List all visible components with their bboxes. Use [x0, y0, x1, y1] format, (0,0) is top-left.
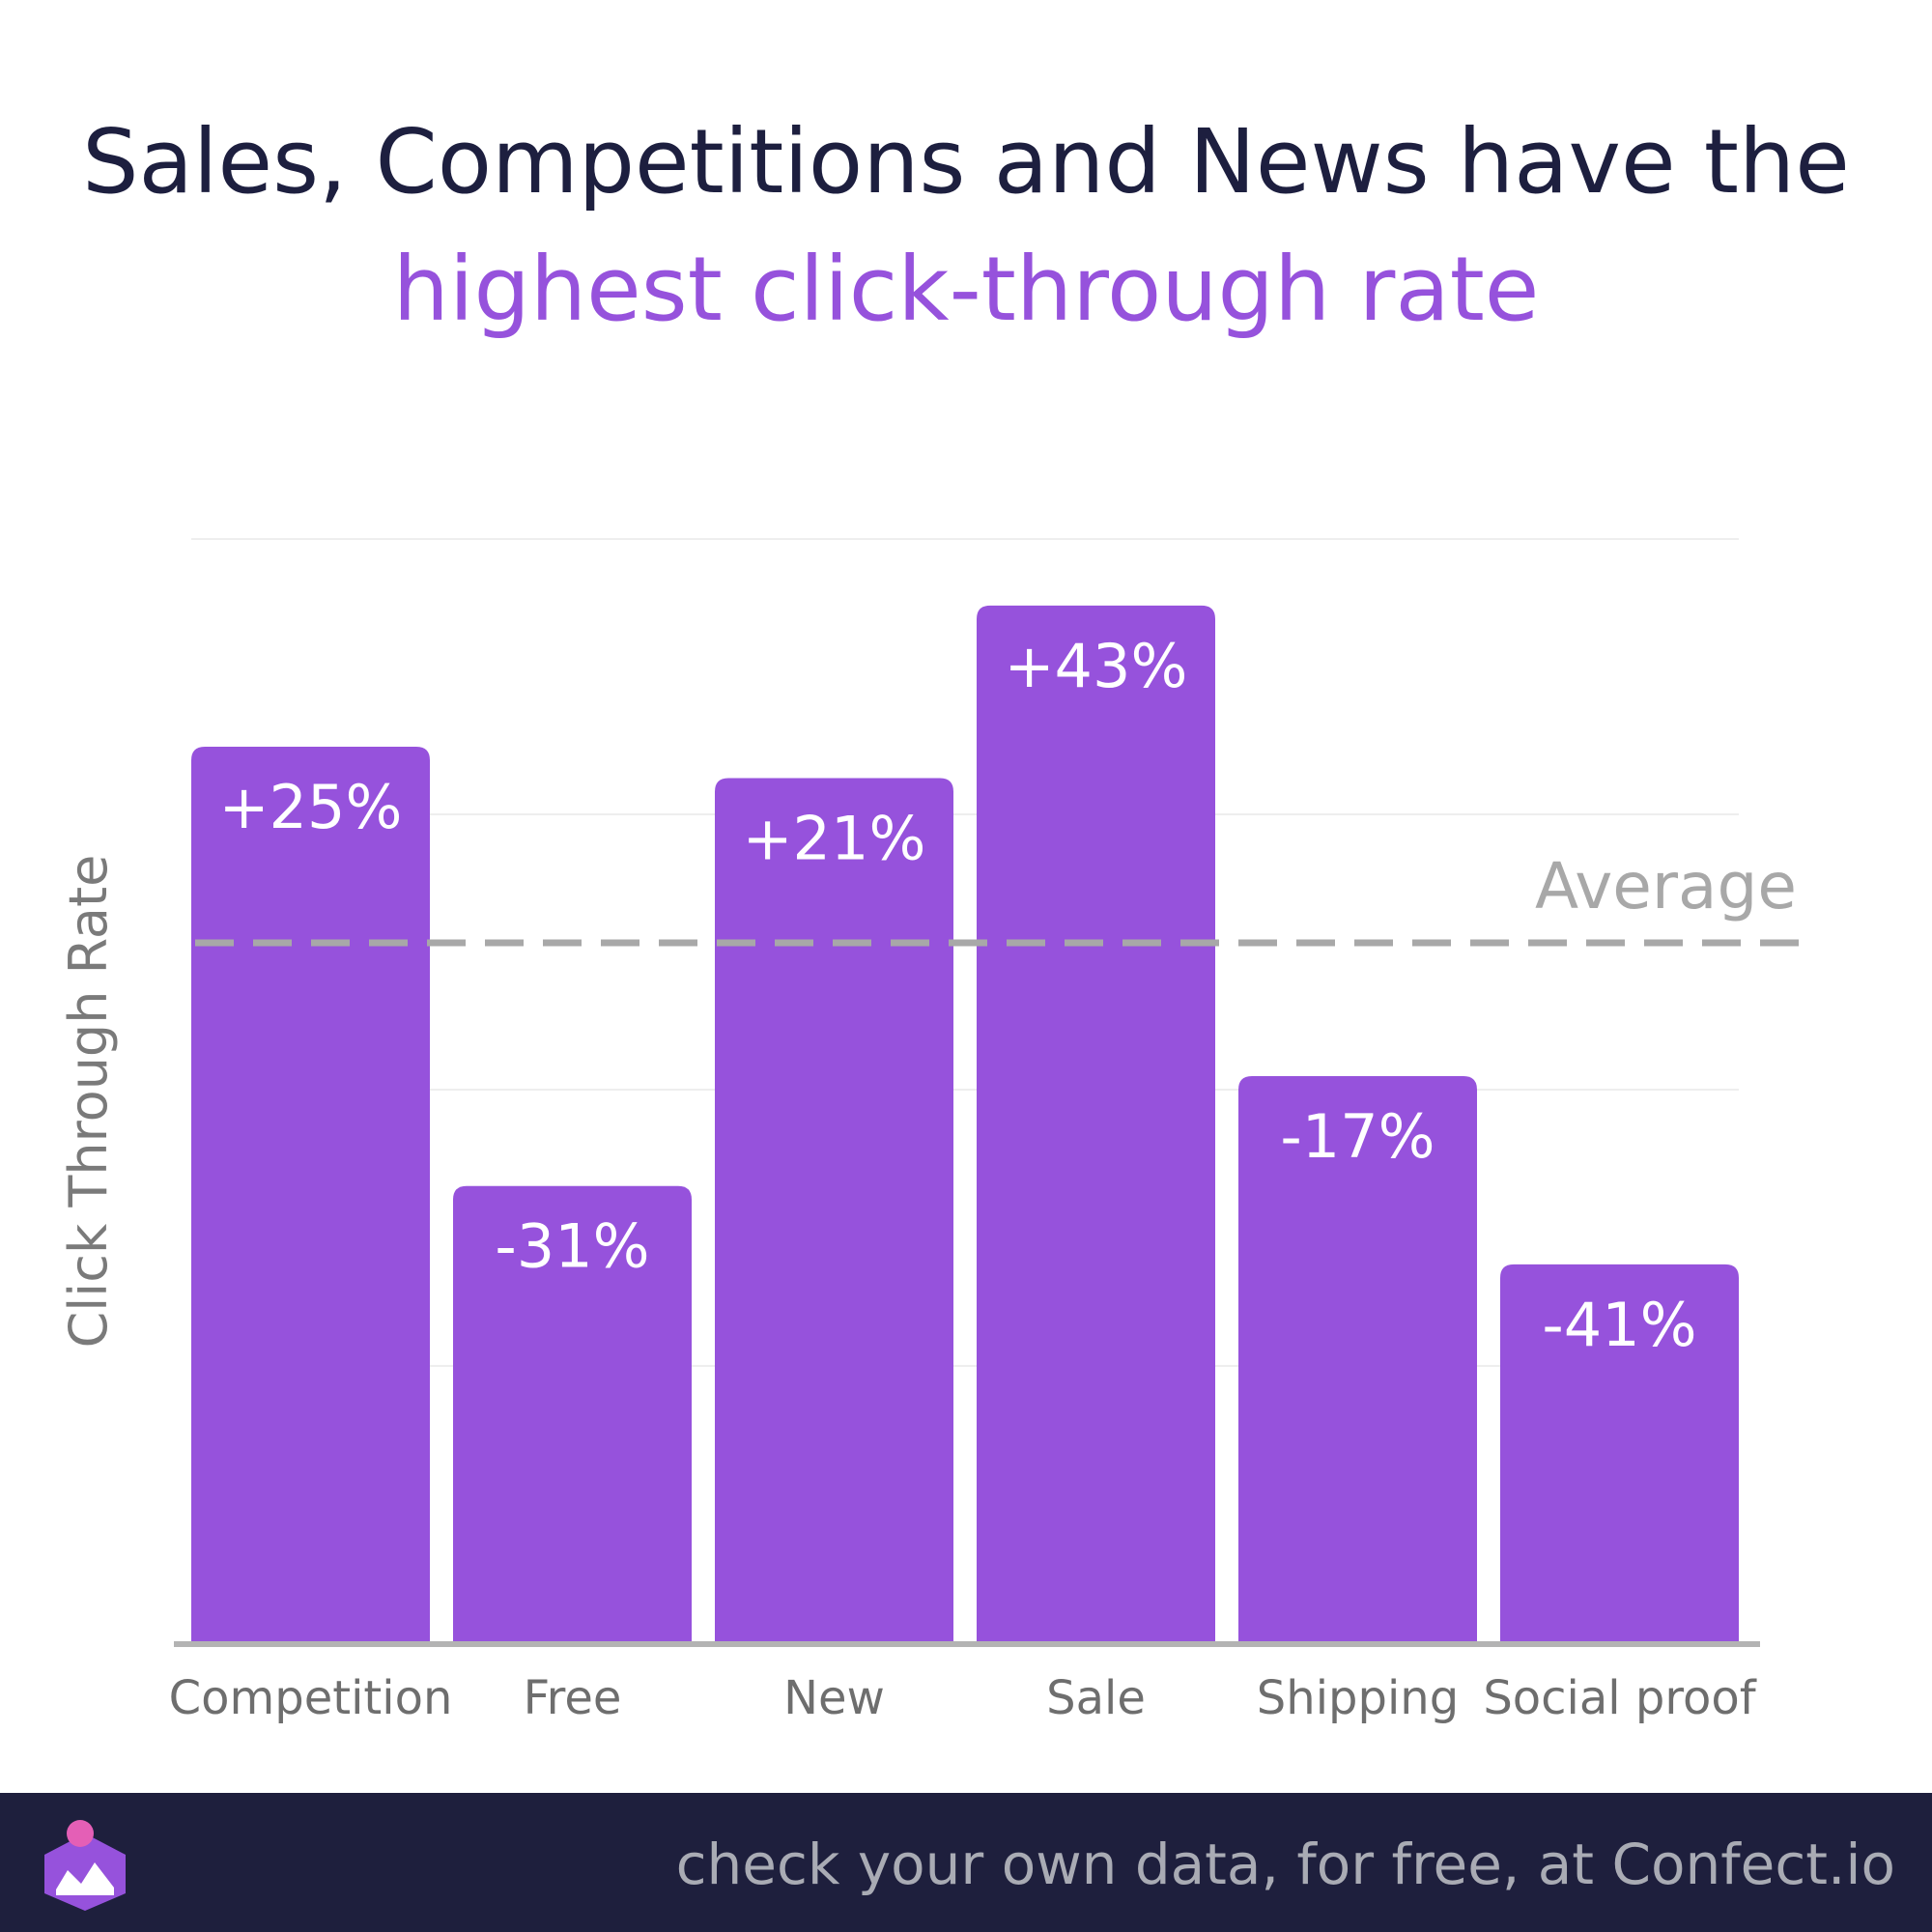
x-tick-label: New	[783, 1671, 885, 1725]
gridlines	[191, 538, 1739, 1367]
chart-title-line-1: Sales, Competitions and News have the	[82, 110, 1850, 213]
bar-chart: +25% -31% +21% +43% -17% -41% Average Competi…	[58, 538, 1811, 1725]
bar-value-label: -17%	[1280, 1101, 1435, 1172]
x-tick-label: Competition	[169, 1671, 453, 1725]
bar-competition	[191, 747, 430, 1642]
bars: +25% -31% +21% +43% -17% -41%	[191, 605, 1739, 1642]
x-tick-labels: Competition Free New Sale Shipping Social pro…	[169, 1671, 1757, 1725]
footer-banner: check your own data, for free, at Confec…	[0, 1793, 1932, 1932]
bar-new	[715, 778, 953, 1642]
bar-sale	[977, 605, 1215, 1642]
average-label: Average	[1535, 849, 1797, 923]
bar-shipping	[1238, 1076, 1477, 1642]
average-reference: Average	[195, 849, 1811, 947]
x-tick-label: Shipping	[1257, 1671, 1459, 1725]
y-axis-label: Click Through Rate	[58, 855, 119, 1349]
bar-free	[453, 1185, 692, 1642]
chart-title-line-2: highest click-through rate	[392, 238, 1540, 341]
bar-value-label: -41%	[1542, 1290, 1696, 1360]
footer-text[interactable]: check your own data, for free, at Confec…	[675, 1832, 1895, 1897]
confect-logo-icon[interactable]	[39, 1816, 131, 1913]
bar-value-label: -31%	[495, 1211, 649, 1282]
bar-social-proof	[1500, 1264, 1739, 1642]
x-tick-label: Social proof	[1483, 1671, 1756, 1725]
x-tick-label: Sale	[1046, 1671, 1146, 1725]
bar-value-label: +21%	[743, 803, 926, 873]
x-tick-label: Free	[524, 1671, 622, 1725]
bar-value-label: +43%	[1005, 631, 1188, 701]
bar-value-label: +25%	[219, 772, 403, 842]
